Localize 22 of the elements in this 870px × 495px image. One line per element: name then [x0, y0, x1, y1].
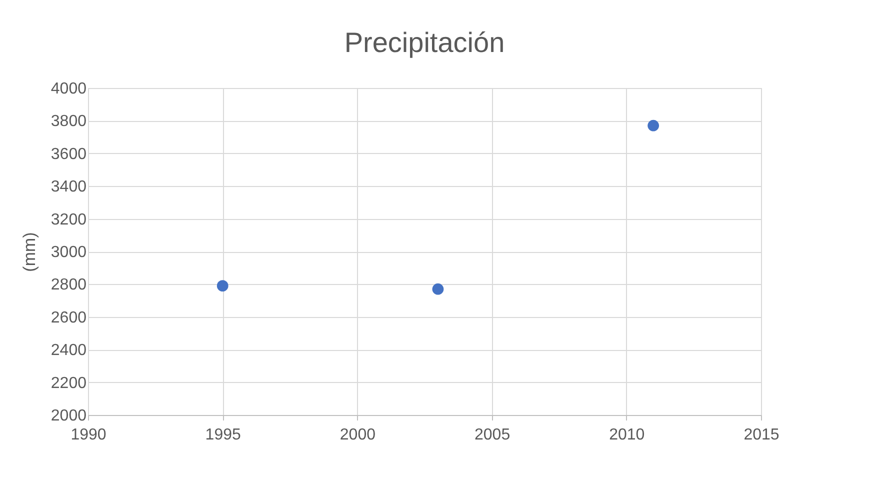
x-tick-label: 2000 [340, 426, 376, 444]
y-tick-label: 3800 [50, 113, 87, 130]
y-tick-label: 4000 [50, 80, 87, 98]
x-tick-label: 1995 [205, 426, 241, 444]
y-tick-label: 2800 [50, 276, 87, 294]
y-tick-label: 3000 [50, 244, 87, 261]
point [216, 280, 228, 292]
y-tick-label: 2400 [50, 342, 87, 360]
chart-title: Precipitación [344, 27, 505, 58]
y-tick-label: 2000 [50, 408, 87, 424]
point [648, 120, 660, 132]
y-tick-label: 3600 [50, 146, 87, 163]
y-axis-title: (mm) [20, 232, 39, 272]
y-tick-label: 2600 [50, 309, 87, 326]
x-tick-label: 2015 [744, 426, 780, 444]
x-tick-label: 2010 [609, 426, 645, 444]
x-tick-label: 2005 [474, 426, 510, 444]
point [432, 283, 444, 295]
y-tick-label: 3200 [50, 211, 87, 228]
y-tick-label: 3400 [50, 178, 87, 196]
y-tick-label: 2200 [50, 374, 87, 392]
x-tick-label: 1990 [70, 426, 106, 444]
